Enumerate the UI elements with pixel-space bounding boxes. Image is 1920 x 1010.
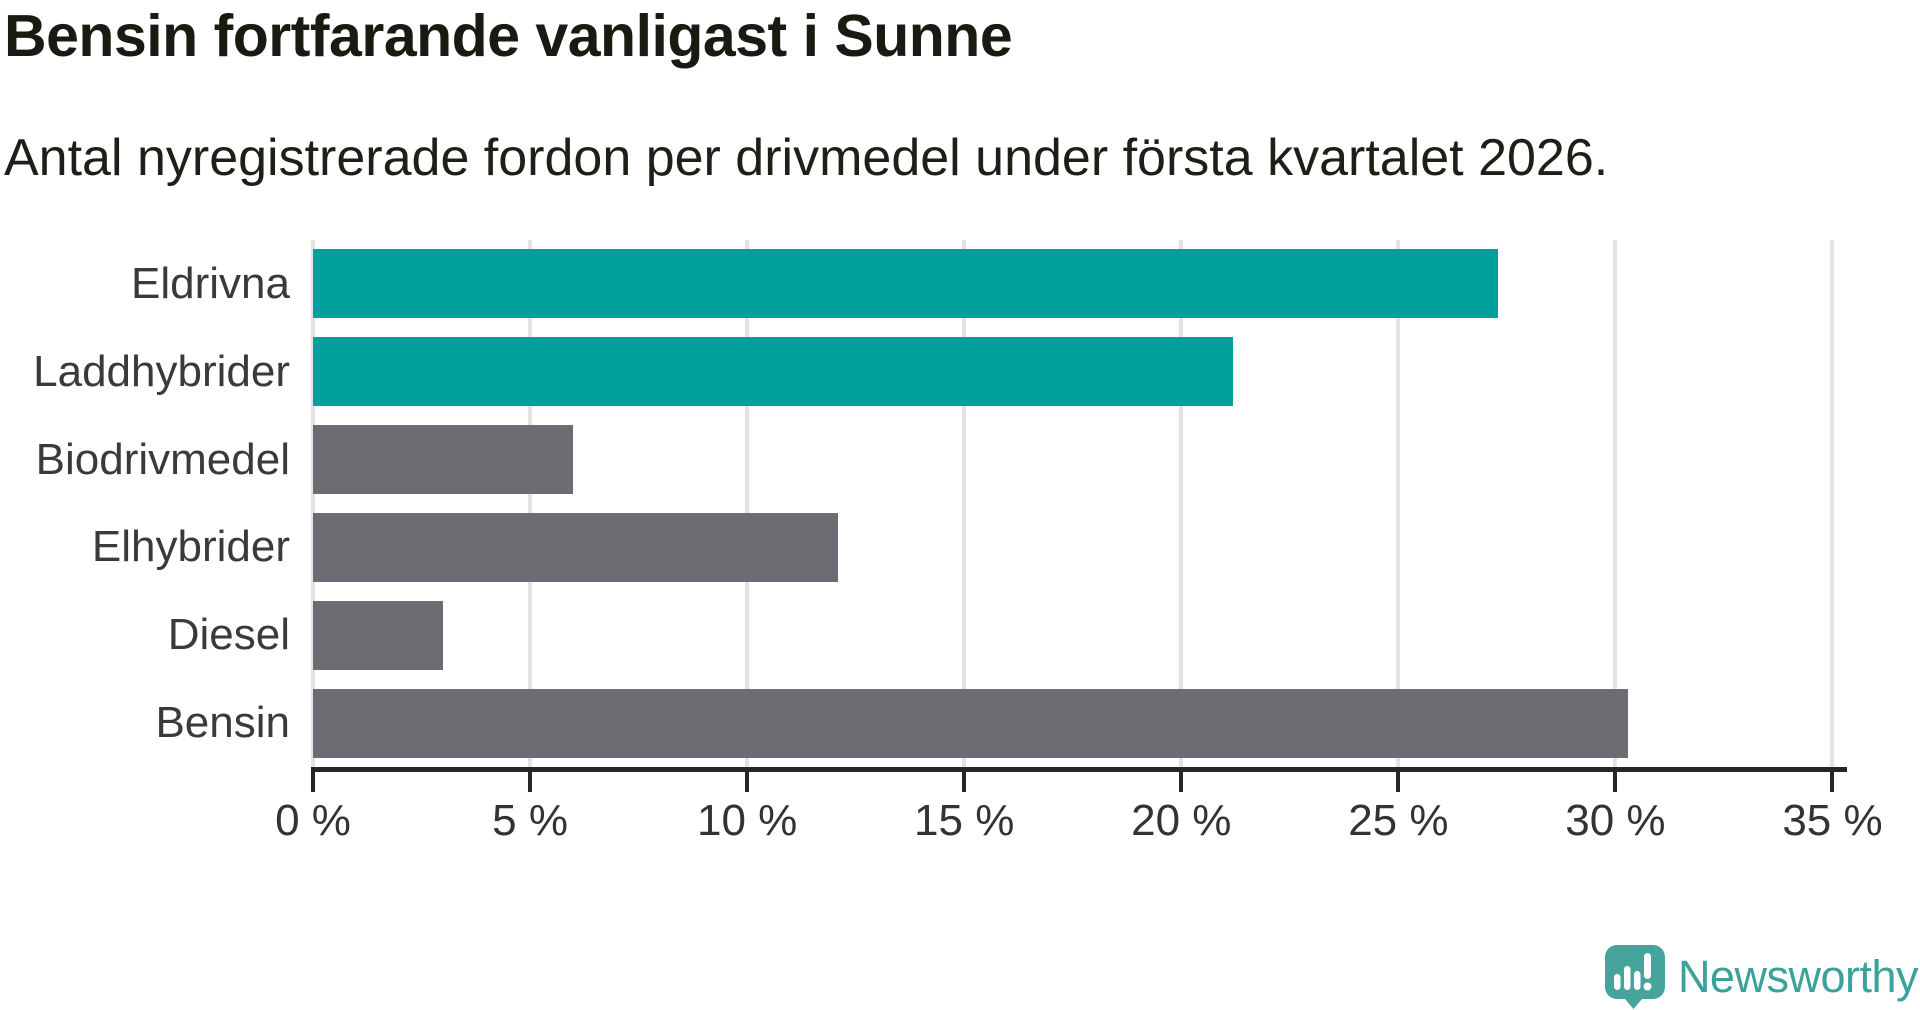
gridline-15pct	[962, 240, 967, 767]
x-axis-tick-20pct	[1179, 772, 1184, 792]
x-axis-tick-5pct	[528, 772, 533, 792]
x-axis-line	[311, 767, 1847, 772]
x-axis-tick-label-25pct: 25 %	[1348, 796, 1449, 845]
gridline-35pct	[1830, 240, 1835, 767]
category-label-laddhybrider: Laddhybrider	[33, 346, 290, 396]
category-label-biodrivmedel: Biodrivmedel	[35, 434, 290, 484]
gridline-20pct	[1179, 240, 1184, 767]
x-axis-tick-15pct	[962, 772, 967, 792]
x-axis-tick-label-30pct: 30 %	[1565, 796, 1666, 845]
bar-biodrivmedel	[313, 425, 574, 495]
x-axis-tick-0pct	[311, 772, 315, 792]
x-axis-tick-30pct	[1613, 772, 1618, 792]
x-axis-tick-label-0pct: 0 %	[275, 796, 351, 845]
x-axis-tick-35pct	[1830, 772, 1835, 792]
category-axis: Eldrivna Laddhybrider Biodrivmedel Elhybrid…	[0, 240, 290, 767]
newsworthy-logo-icon	[1604, 945, 1665, 1009]
newsworthy-branding: Newsworthy	[1604, 945, 1919, 1009]
bar-diesel	[313, 600, 444, 670]
bar-laddhybrider	[313, 337, 1234, 407]
x-axis-tick-label-15pct: 15 %	[914, 796, 1015, 845]
bar-bensin	[313, 688, 1629, 758]
x-axis-tick-10pct	[745, 772, 750, 792]
bar-eldrivna	[313, 249, 1499, 319]
x-axis-tick-label-35pct: 35 %	[1782, 796, 1883, 845]
x-axis-tick-label-5pct: 5 %	[492, 796, 568, 845]
category-label-elhybrider: Elhybrider	[91, 522, 290, 572]
category-label-eldrivna: Eldrivna	[131, 258, 290, 308]
category-label-diesel: Diesel	[167, 610, 290, 660]
chart-title: Bensin fortfarande vanligast i Sunne	[4, 3, 1013, 69]
category-label-bensin: Bensin	[155, 698, 290, 748]
newsworthy-logo-text: Newsworthy	[1677, 951, 1919, 1002]
x-axis-tick-label-20pct: 20 %	[1131, 796, 1232, 845]
gridline-10pct	[745, 240, 750, 767]
gridline-30pct	[1613, 240, 1618, 767]
plot-area: 0 % 5 % 10 % 15 % 20 % 25 % 30 % 35 %	[275, 240, 1883, 845]
gridline-25pct	[1396, 240, 1401, 767]
gridline-5pct	[528, 240, 533, 767]
x-axis-tick-label-10pct: 10 %	[696, 796, 798, 845]
x-axis-tick-25pct	[1396, 772, 1401, 792]
chart-subtitle: Antal nyregistrerade fordon per drivmede…	[4, 129, 1609, 187]
bar-elhybrider	[313, 512, 839, 582]
gridline-0pct	[311, 240, 315, 767]
